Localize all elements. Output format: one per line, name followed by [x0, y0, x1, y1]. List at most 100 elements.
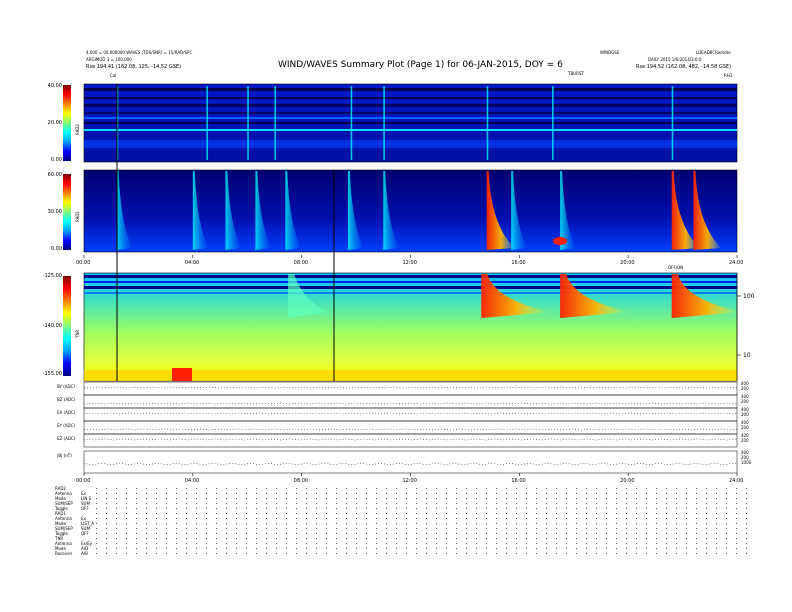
settings-row: Mode LIN S	[55, 496, 92, 501]
rad1-red-blob	[553, 237, 568, 245]
rad1-burst-10	[671, 171, 700, 250]
rad1-burst-3	[255, 171, 272, 250]
line-trace-2	[83, 412, 738, 415]
rad2-colorbar	[63, 85, 71, 161]
line-trace-4	[83, 438, 738, 441]
header-line-1: 4.000 = 00.000000 WAVES (TDS/SNR) = 15/R…	[86, 50, 193, 55]
tnr-burst-2	[560, 274, 631, 318]
rad1-burst-9	[560, 171, 577, 250]
tnr-burst-1	[481, 274, 552, 318]
header-line-2: ARGIMOD 3 = 100.000	[86, 57, 132, 62]
tnr-tick-top: -125.00	[42, 273, 62, 279]
line-panel-right-tick: 1000	[741, 460, 752, 465]
line-panel-right-tick: 400	[741, 450, 749, 455]
rad1-burst-2	[225, 171, 242, 250]
header-right-a: WINDGSE	[600, 50, 620, 55]
rad2-burst-8	[671, 86, 674, 160]
line-panel-label: EZ (ADC)	[57, 436, 76, 441]
time-tick-label: 12:00	[403, 260, 417, 266]
time-tick-label: 24:00	[729, 478, 743, 484]
line-panel-right-tick: 400	[741, 433, 749, 438]
time-tick-label: 16:00	[511, 478, 525, 484]
rad1-burst-1	[192, 171, 209, 250]
tnr-top-bands	[84, 275, 737, 294]
settings-row: Antenna Ex	[55, 516, 86, 521]
line-trace-1	[83, 402, 738, 405]
settings-row: RAD2	[55, 486, 66, 491]
time-tick-label: 12:00	[403, 478, 417, 484]
settings-row: Mode LIST_A	[55, 521, 95, 526]
rad2-burst-1	[206, 86, 209, 160]
settings-row: Toggle OFF	[55, 506, 89, 511]
rad1-burst-4	[285, 171, 302, 250]
time-tick-label: 04:00	[185, 478, 199, 484]
tnr-right-label: OFF/ON	[668, 265, 683, 270]
rad2-burst-5	[383, 86, 385, 160]
tnr-tick-bot: -155.00	[42, 371, 62, 377]
rad2-burst-6	[486, 86, 489, 160]
rad1-tick-bot: 0.00	[50, 246, 62, 252]
time-ticks-top: 00:00 04:00 08:00 12:00 16:00 20:00 24:00	[76, 255, 743, 266]
tnr-right-tick-10: 10	[743, 352, 751, 359]
tnr-burst-0	[288, 274, 329, 318]
settings-row: Toggle OFF	[55, 531, 89, 536]
line-panel-label: BZ (ADC)	[57, 397, 76, 402]
rad2-burst-3	[274, 86, 277, 160]
rad1-colorbar	[63, 174, 71, 250]
time-tick-label: 04:00	[185, 260, 199, 266]
line-panel-label: EY (ADC)	[57, 423, 75, 428]
settings-row: RAD1	[55, 511, 66, 516]
rad1-burst-0	[116, 171, 133, 250]
time-tick-label: 08:00	[294, 478, 308, 484]
settings-row: Receiver A/B	[55, 551, 88, 556]
rad1-burst-8	[511, 171, 528, 250]
settings-row: Antenna Ex	[55, 491, 86, 496]
line-panel-right-tick: 200	[741, 425, 749, 430]
tnr-bursts	[288, 274, 742, 318]
tnr-panel	[83, 272, 738, 382]
line-panel-right-tick: 400	[741, 381, 749, 386]
settings-row: SUM/SEP SUM	[55, 526, 90, 531]
line-panel-right-tick: 400	[741, 394, 749, 399]
line-panel-right-tick: 200	[741, 399, 749, 404]
settings-row: TNR	[55, 536, 64, 541]
line-panel-right-tick: 400	[741, 420, 749, 425]
line-panel-right-tick: 200	[741, 386, 749, 391]
line-trace-3	[83, 428, 738, 431]
rad1-burst-7	[486, 171, 515, 250]
rh3-marker: RH3	[724, 73, 733, 78]
rad2-burst-4	[350, 86, 353, 160]
time-tick-label: 24:00	[729, 260, 743, 266]
line-panel-right-tick: 200	[741, 455, 749, 460]
rad1-panel	[83, 169, 738, 253]
header-right-line-2: Rse 194.52 (162.08, 482, -14.58 GSE)	[636, 64, 732, 70]
tburst-marker: TBURST	[568, 71, 584, 76]
tnr-right-tick-100: 100	[743, 293, 755, 300]
tnr-tick-mid: -140.00	[42, 323, 62, 329]
rad1-tick-mid: 30.00	[47, 209, 62, 215]
tnr-burst-3	[671, 274, 742, 318]
rad2-tick-mid: 20.00	[47, 120, 62, 126]
time-tick-label: 20:00	[620, 260, 634, 266]
rad1-bursts	[116, 171, 722, 250]
tnr-red-spot	[172, 368, 192, 381]
time-tick-label: 20:00	[620, 478, 634, 484]
settings-row: Antenna Ex/Ey	[55, 541, 93, 546]
line-panel-label: |B| (nT)	[57, 453, 72, 458]
header-right-line-1: DAILY 2015 1/6/2014/3:0:0	[648, 57, 702, 62]
settings-row: Mode A/D	[55, 546, 89, 551]
rad2-bands	[84, 88, 737, 148]
rad1-burst-6	[383, 171, 400, 250]
settings-row: SUM/SEP SUM	[55, 501, 90, 506]
line-trace-0	[83, 386, 738, 389]
line-panel-right-tick: 200	[741, 438, 749, 443]
line-panel-label: EX (ADC)	[57, 410, 76, 415]
header-line-3: Rse 194.41 (162.08, 125, -14.52 GSE)	[86, 64, 182, 70]
time-tick-label: 00:00	[76, 260, 90, 266]
rad1-tick-top: 60.00	[47, 172, 62, 178]
time-ticks-mid: 00:00 04:00 08:00 12:00 16:00 20:00 24:00	[76, 473, 743, 484]
rad2-tick-bot: 0.00	[50, 157, 62, 163]
cal-marker: Cal	[110, 73, 117, 78]
